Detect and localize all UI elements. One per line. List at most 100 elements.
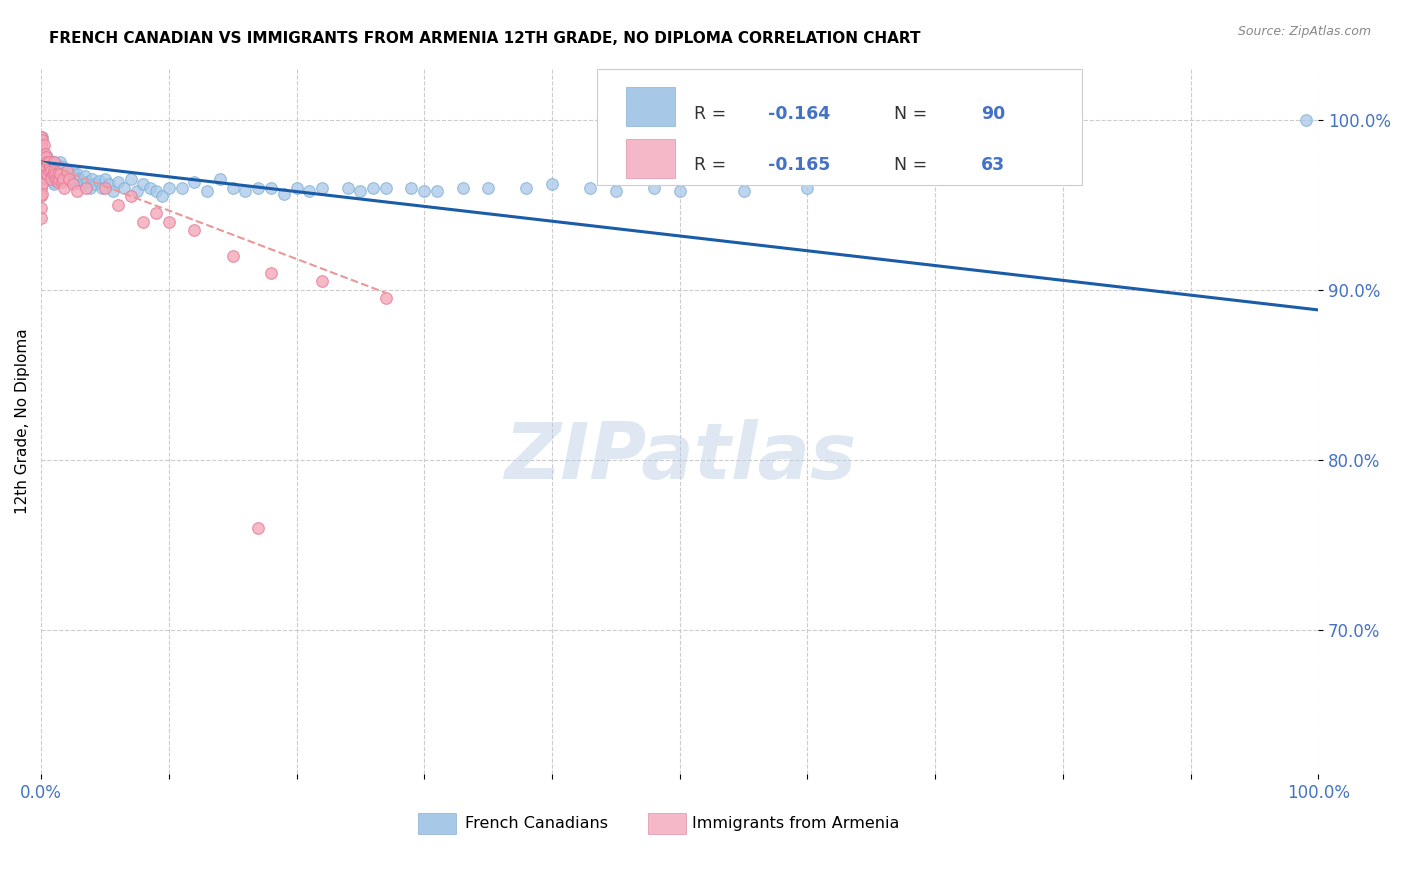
- Text: ZIPatlas: ZIPatlas: [503, 418, 856, 494]
- Point: [49, 155, 72, 169]
- Point: [579, 180, 602, 194]
- Text: 63: 63: [981, 156, 1005, 174]
- Point: [73, 169, 96, 183]
- Point: [235, 184, 257, 198]
- Point: [32, 150, 55, 164]
- Point: [183, 223, 205, 237]
- Bar: [418, 813, 456, 834]
- Point: [41, 167, 63, 181]
- Point: [260, 266, 283, 280]
- Point: [208, 172, 231, 186]
- Text: -0.165: -0.165: [768, 156, 830, 174]
- Point: [41, 176, 63, 190]
- Point: [157, 180, 180, 194]
- Point: [112, 180, 135, 194]
- Text: FRENCH CANADIAN VS IMMIGRANTS FROM ARMENIA 12TH GRADE, NO DIPLOMA CORRELATION CH: FRENCH CANADIAN VS IMMIGRANTS FROM ARMEN…: [49, 31, 921, 46]
- Point: [42, 155, 65, 169]
- Point: [55, 163, 77, 178]
- Point: [66, 167, 89, 181]
- Point: [107, 176, 129, 190]
- Point: [30, 189, 52, 203]
- Point: [38, 155, 60, 169]
- Point: [53, 167, 76, 181]
- Point: [34, 165, 56, 179]
- Point: [41, 160, 63, 174]
- Point: [34, 146, 56, 161]
- Point: [30, 180, 52, 194]
- Point: [53, 172, 76, 186]
- Point: [30, 201, 52, 215]
- Point: [56, 170, 79, 185]
- Point: [42, 155, 65, 169]
- Point: [125, 184, 148, 198]
- Point: [46, 167, 69, 181]
- Point: [97, 177, 120, 191]
- Point: [37, 155, 59, 169]
- Point: [44, 163, 66, 178]
- Point: [30, 172, 52, 186]
- Point: [46, 176, 69, 190]
- Point: [311, 274, 333, 288]
- Point: [31, 177, 53, 191]
- Point: [34, 160, 56, 174]
- Bar: [626, 139, 675, 178]
- Y-axis label: 12th Grade, No Diploma: 12th Grade, No Diploma: [15, 328, 30, 514]
- Point: [87, 174, 110, 188]
- Point: [31, 146, 53, 161]
- Point: [260, 180, 283, 194]
- Text: Immigrants from Armenia: Immigrants from Armenia: [693, 816, 900, 831]
- Text: 90: 90: [981, 104, 1005, 122]
- Point: [42, 177, 65, 191]
- Point: [91, 180, 114, 194]
- Point: [30, 163, 52, 178]
- Point: [31, 129, 53, 144]
- Point: [515, 180, 537, 194]
- Point: [39, 160, 62, 174]
- Point: [42, 163, 65, 178]
- Point: [55, 163, 77, 178]
- Point: [31, 187, 53, 202]
- Point: [65, 176, 87, 190]
- Point: [39, 169, 62, 183]
- Point: [273, 187, 295, 202]
- Point: [361, 180, 384, 194]
- Point: [132, 177, 155, 191]
- Point: [83, 177, 105, 191]
- Point: [668, 184, 690, 198]
- Point: [145, 206, 167, 220]
- Point: [37, 167, 59, 181]
- Point: [48, 172, 70, 186]
- Point: [94, 172, 117, 186]
- Point: [79, 180, 101, 194]
- Point: [31, 141, 53, 155]
- Point: [120, 189, 142, 203]
- Point: [49, 167, 72, 181]
- Point: [59, 174, 82, 188]
- Point: [643, 180, 665, 194]
- Point: [451, 180, 474, 194]
- Point: [145, 184, 167, 198]
- Point: [30, 129, 52, 144]
- Point: [733, 184, 755, 198]
- Point: [413, 184, 436, 198]
- Point: [41, 172, 63, 186]
- Point: [35, 150, 58, 164]
- Point: [51, 176, 73, 190]
- Text: N =: N =: [883, 156, 932, 174]
- Point: [374, 180, 396, 194]
- Point: [37, 172, 59, 186]
- Point: [349, 184, 371, 198]
- Point: [67, 172, 90, 186]
- Point: [34, 167, 56, 181]
- Point: [76, 176, 98, 190]
- Point: [30, 155, 52, 169]
- Point: [221, 248, 243, 262]
- Point: [52, 160, 75, 174]
- Point: [70, 177, 93, 191]
- Point: [35, 158, 58, 172]
- Point: [32, 138, 55, 153]
- Point: [62, 163, 84, 178]
- Point: [247, 180, 270, 194]
- FancyBboxPatch shape: [596, 69, 1083, 185]
- Point: [38, 155, 60, 169]
